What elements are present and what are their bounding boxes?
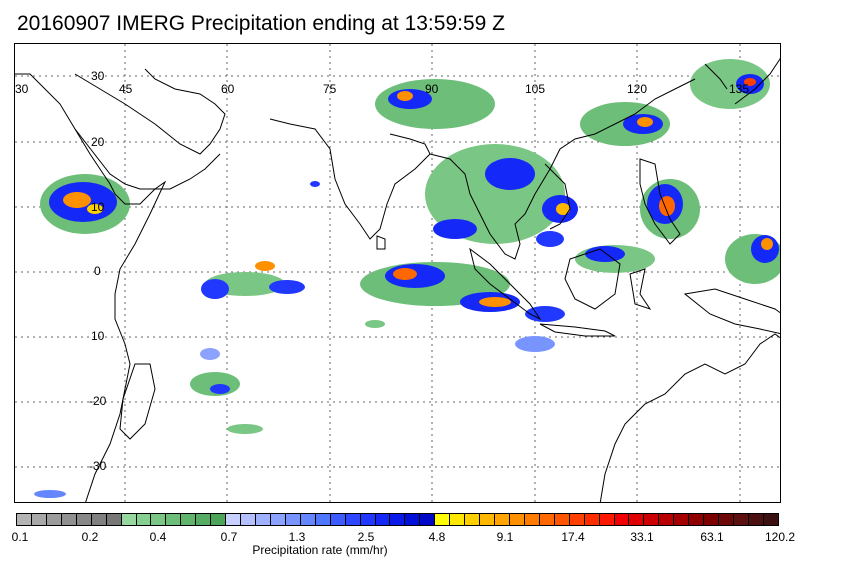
map-title: 20160907 IMERG Precipitation ending at 1… bbox=[17, 12, 505, 35]
colorbar-swatch bbox=[226, 514, 242, 525]
colorbar-swatch bbox=[763, 514, 778, 525]
lat-label-10: 10 bbox=[91, 200, 105, 214]
colorbar-swatch bbox=[584, 514, 600, 525]
lon-label-75: 75 bbox=[323, 82, 337, 96]
precipitation-map: 30 45 60 75 90 105 120 135 30 20 10 0 10… bbox=[14, 43, 781, 503]
map-canvas bbox=[15, 44, 780, 502]
colorbar-swatch bbox=[420, 514, 436, 525]
colorbar-tick-4.8: 4.8 bbox=[428, 530, 446, 544]
colorbar-swatch bbox=[285, 514, 301, 525]
colorbar-tick-0.7: 0.7 bbox=[220, 530, 238, 544]
colorbar-tick-9.1: 9.1 bbox=[496, 530, 514, 544]
colorbar-swatch bbox=[644, 514, 660, 525]
colorbar-swatch bbox=[375, 514, 391, 525]
colorbar-swatch bbox=[674, 514, 690, 525]
colorbar-tick-33.1: 33.1 bbox=[630, 530, 654, 544]
colorbar-swatch bbox=[211, 514, 227, 525]
lon-label-120: 120 bbox=[627, 82, 648, 96]
colorbar-swatch bbox=[241, 514, 256, 525]
colorbar-swatch bbox=[599, 514, 615, 525]
lat-label-minus20: -20 bbox=[89, 394, 107, 408]
colorbar-swatch bbox=[554, 514, 570, 525]
colorbar-swatch bbox=[509, 514, 525, 525]
lat-label-0: 0 bbox=[94, 264, 101, 278]
colorbar-tick-0.4: 0.4 bbox=[149, 530, 167, 544]
colorbar-swatch bbox=[270, 514, 286, 525]
colorbar-swatch bbox=[614, 514, 630, 525]
colorbar-swatch bbox=[31, 514, 47, 525]
colorbar-swatch bbox=[91, 514, 107, 525]
graticule bbox=[15, 44, 780, 502]
colorbar-tick-63.1: 63.1 bbox=[700, 530, 724, 544]
colorbar-swatch bbox=[151, 514, 167, 525]
colorbar-swatch bbox=[539, 514, 555, 525]
colorbar-swatch bbox=[106, 514, 122, 525]
colorbar-swatch bbox=[524, 514, 540, 525]
colorbar-swatch bbox=[704, 514, 720, 525]
colorbar-swatch bbox=[121, 514, 137, 525]
colorbar-swatch bbox=[748, 514, 764, 525]
colorbar-tick-0.2: 0.2 bbox=[81, 530, 99, 544]
lat-label-20: 20 bbox=[91, 135, 105, 149]
lon-label-135: 135 bbox=[729, 82, 750, 96]
colorbar-swatch bbox=[719, 514, 734, 525]
precipitation-colorbar bbox=[16, 513, 779, 526]
colorbar-tick-0.1: 0.1 bbox=[11, 530, 29, 544]
precipitation-field bbox=[34, 59, 780, 498]
colorbar-swatch bbox=[450, 514, 466, 525]
colorbar-swatch bbox=[181, 514, 197, 525]
colorbar-swatch bbox=[166, 514, 182, 525]
lat-label-minus10: 10 bbox=[91, 329, 105, 343]
colorbar-swatch bbox=[495, 514, 510, 525]
colorbar-swatch bbox=[734, 514, 749, 525]
colorbar-swatch bbox=[300, 514, 316, 525]
colorbar-swatch bbox=[569, 514, 585, 525]
colorbar-tick-1.3: 1.3 bbox=[288, 530, 306, 544]
colorbar-swatch bbox=[465, 514, 481, 525]
colorbar-swatch bbox=[315, 514, 331, 525]
colorbar-swatch bbox=[136, 514, 152, 525]
colorbar-tick-120.2: 120.2 bbox=[764, 530, 796, 544]
lat-label-minus30: -30 bbox=[89, 459, 107, 473]
colorbar-swatch bbox=[629, 514, 645, 525]
colorbar-tick-17.4: 17.4 bbox=[561, 530, 585, 544]
colorbar-swatch bbox=[46, 514, 62, 525]
colorbar-swatch bbox=[330, 514, 346, 525]
colorbar-swatch bbox=[256, 514, 271, 525]
colorbar-title: Precipitation rate (mm/hr) bbox=[252, 543, 388, 557]
lon-label-45: 45 bbox=[119, 82, 133, 96]
colorbar-swatch bbox=[659, 514, 675, 525]
colorbar-swatch bbox=[76, 514, 92, 525]
colorbar-swatch bbox=[689, 514, 705, 525]
lat-label-30: 30 bbox=[91, 69, 105, 83]
lon-label-105: 105 bbox=[525, 82, 546, 96]
coastlines bbox=[15, 57, 780, 502]
colorbar-swatch bbox=[390, 514, 406, 525]
lon-label-30: 30 bbox=[15, 82, 29, 96]
colorbar-swatch bbox=[345, 514, 361, 525]
colorbar-swatch bbox=[405, 514, 421, 525]
colorbar-swatch bbox=[360, 514, 376, 525]
colorbar-swatch bbox=[480, 514, 495, 525]
colorbar-swatch bbox=[196, 514, 212, 525]
colorbar-swatch bbox=[17, 514, 32, 525]
colorbar-swatch bbox=[435, 514, 451, 525]
colorbar-swatch bbox=[61, 514, 77, 525]
lon-label-60: 60 bbox=[221, 82, 235, 96]
colorbar-tick-2.5: 2.5 bbox=[357, 530, 375, 544]
lon-label-90: 90 bbox=[425, 82, 439, 96]
